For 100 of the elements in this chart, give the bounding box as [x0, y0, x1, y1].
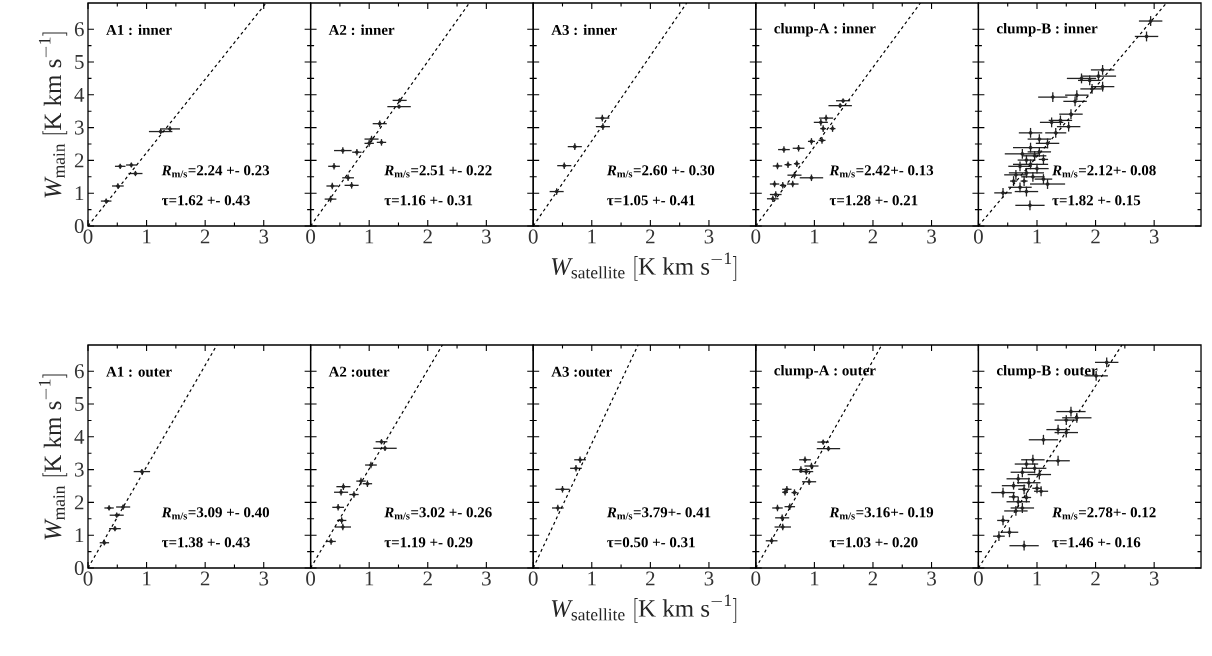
point: [1053, 131, 1058, 135]
annotation: τ=1.46 +- 0.16: [1052, 537, 1141, 548]
point: [1024, 462, 1029, 466]
annotation: R$_{m/s}$=3.16+- 0.19: [829, 507, 934, 520]
x-tick-label: 3: [259, 571, 269, 586]
annotation: τ=1.28 +- 0.21: [829, 195, 918, 206]
y-tick-label: 0: [74, 218, 84, 234]
annotation: R$_{m/s}$=3.02 +- 0.26: [384, 507, 492, 520]
annotation: clump-A : outer: [774, 364, 876, 379]
x-axis-title: $\mathit{W}_{\mathrm{satellite}}\ [\mathrm{K\ km\ s}^{\mathrm{-1}}]$: [551, 252, 737, 281]
x-tick-label: 0: [306, 571, 316, 586]
x-tick-label: 1: [1033, 571, 1041, 586]
point: [1020, 506, 1025, 510]
x-tick-label: 3: [482, 571, 491, 586]
annotation: τ=1.03 +- 0.20: [829, 537, 918, 548]
y-tick-label: 0: [74, 560, 84, 576]
point: [1037, 472, 1042, 477]
x-tick-label: 2: [200, 229, 210, 244]
annotation: R$_{m/s}$=2.12+- 0.08: [1052, 165, 1156, 178]
annotation: A2 : inner: [328, 24, 395, 36]
x-tick-label: 0: [751, 571, 761, 586]
x-tick-label: 1: [588, 229, 596, 244]
y-tick-label: 1: [75, 528, 84, 543]
point: [1028, 131, 1033, 135]
x-tick-label: 3: [1149, 571, 1159, 586]
annotation: τ=1.05 +- 0.41: [607, 195, 695, 206]
annotation: R$_{m/s}$=3.09 +- 0.40: [161, 507, 270, 520]
x-tick-label: 3: [1149, 229, 1159, 244]
x-tick-label: 1: [365, 229, 374, 244]
point: [1045, 182, 1050, 186]
annotation: R$_{m/s}$=2.60 +- 0.30: [606, 165, 715, 178]
annotation: R$_{m/s}$=2.78+- 0.12: [1052, 507, 1156, 520]
x-tick-label: 3: [704, 229, 714, 244]
annotation: A1 : inner: [106, 24, 172, 36]
x-tick-label: 0: [528, 229, 538, 244]
x-tick-label: 2: [1091, 571, 1100, 586]
y-tick-label: 4: [74, 429, 85, 444]
annotation: clump-B : inner: [996, 22, 1098, 37]
point: [1014, 509, 1018, 513]
y-tick-label: 6: [74, 22, 84, 37]
x-tick-label: 2: [423, 229, 432, 244]
annotation: A1 : outer: [106, 366, 172, 377]
y-tick-label: 5: [75, 397, 84, 411]
annotation: τ=1.38 +- 0.43: [161, 537, 250, 548]
x-tick-label: 1: [811, 571, 819, 586]
annotation: clump-B : outer: [996, 364, 1098, 379]
annotation: R$_{m/s}$=2.51 +- 0.22: [384, 165, 492, 178]
point: [1001, 191, 1005, 195]
x-tick-label: 2: [423, 571, 432, 586]
x-tick-label: 1: [365, 571, 374, 586]
x-tick-label: 2: [868, 571, 878, 586]
x-axis-title: $\mathit{W}_{\mathrm{satellite}}\ [\mathrm{K\ km\ s}^{\mathrm{-1}}]$: [551, 594, 737, 623]
x-tick-label: 2: [646, 571, 655, 586]
x-tick-label: 2: [200, 571, 210, 586]
y-tick-label: 1: [75, 186, 84, 201]
y-tick-label: 3: [75, 462, 84, 477]
point: [1100, 68, 1105, 72]
annotation: A3 : inner: [551, 24, 617, 36]
annotation: R$_{m/s}$=3.79+- 0.41: [606, 507, 711, 520]
point: [1090, 87, 1094, 91]
annotation: R$_{m/s}$=2.24 +- 0.23: [161, 165, 270, 178]
x-tick-label: 3: [927, 229, 936, 244]
x-tick-label: 0: [306, 229, 316, 244]
y-tick-label: 5: [75, 55, 84, 69]
annotation: τ=1.16 +- 0.31: [384, 195, 473, 206]
point: [1020, 152, 1025, 156]
x-tick-label: 1: [143, 229, 151, 244]
point: [1064, 418, 1069, 422]
x-tick-label: 3: [482, 229, 491, 244]
y-axis-title: $\mathit{W}_{\mathrm{main}}\ [\mathrm{K\ km\ s}^{\mathrm{-1}}]$: [38, 374, 68, 540]
y-tick-label: 2: [74, 153, 84, 168]
x-tick-label: 0: [973, 571, 983, 586]
x-tick-label: 0: [751, 229, 761, 244]
annotation: τ=1.82 +- 0.15: [1052, 195, 1141, 206]
x-tick-label: 0: [973, 229, 983, 244]
x-tick-label: 1: [143, 571, 151, 586]
annotation: R$_{m/s}$=2.42+- 0.13: [829, 165, 934, 178]
annotation: clump-A : inner: [774, 22, 876, 37]
x-tick-label: 1: [811, 229, 819, 244]
x-tick-label: 3: [259, 229, 269, 244]
x-tick-label: 3: [927, 571, 936, 586]
x-tick-label: 2: [1091, 229, 1100, 244]
point: [1096, 74, 1101, 78]
point: [1148, 19, 1153, 23]
y-tick-label: 2: [74, 495, 84, 510]
point: [1041, 177, 1046, 181]
y-tick-label: 4: [74, 87, 85, 102]
point: [1050, 95, 1055, 99]
x-tick-label: 1: [1033, 229, 1041, 244]
x-tick-label: 3: [704, 571, 714, 586]
point: [1037, 137, 1042, 141]
annotation: τ=0.50 +- 0.31: [607, 537, 695, 548]
y-tick-label: 6: [74, 364, 84, 379]
x-tick-label: 2: [646, 229, 655, 244]
annotation: A3 :outer: [551, 366, 612, 377]
x-tick-label: 2: [868, 229, 878, 244]
annotation: A2 :outer: [328, 366, 390, 377]
y-axis-title: $\mathit{W}_{\mathrm{main}}\ [\mathrm{K\ km\ s}^{\mathrm{-1}}]$: [38, 32, 68, 198]
y-tick-label: 3: [75, 120, 84, 135]
annotation: τ=1.19 +- 0.29: [384, 537, 473, 548]
